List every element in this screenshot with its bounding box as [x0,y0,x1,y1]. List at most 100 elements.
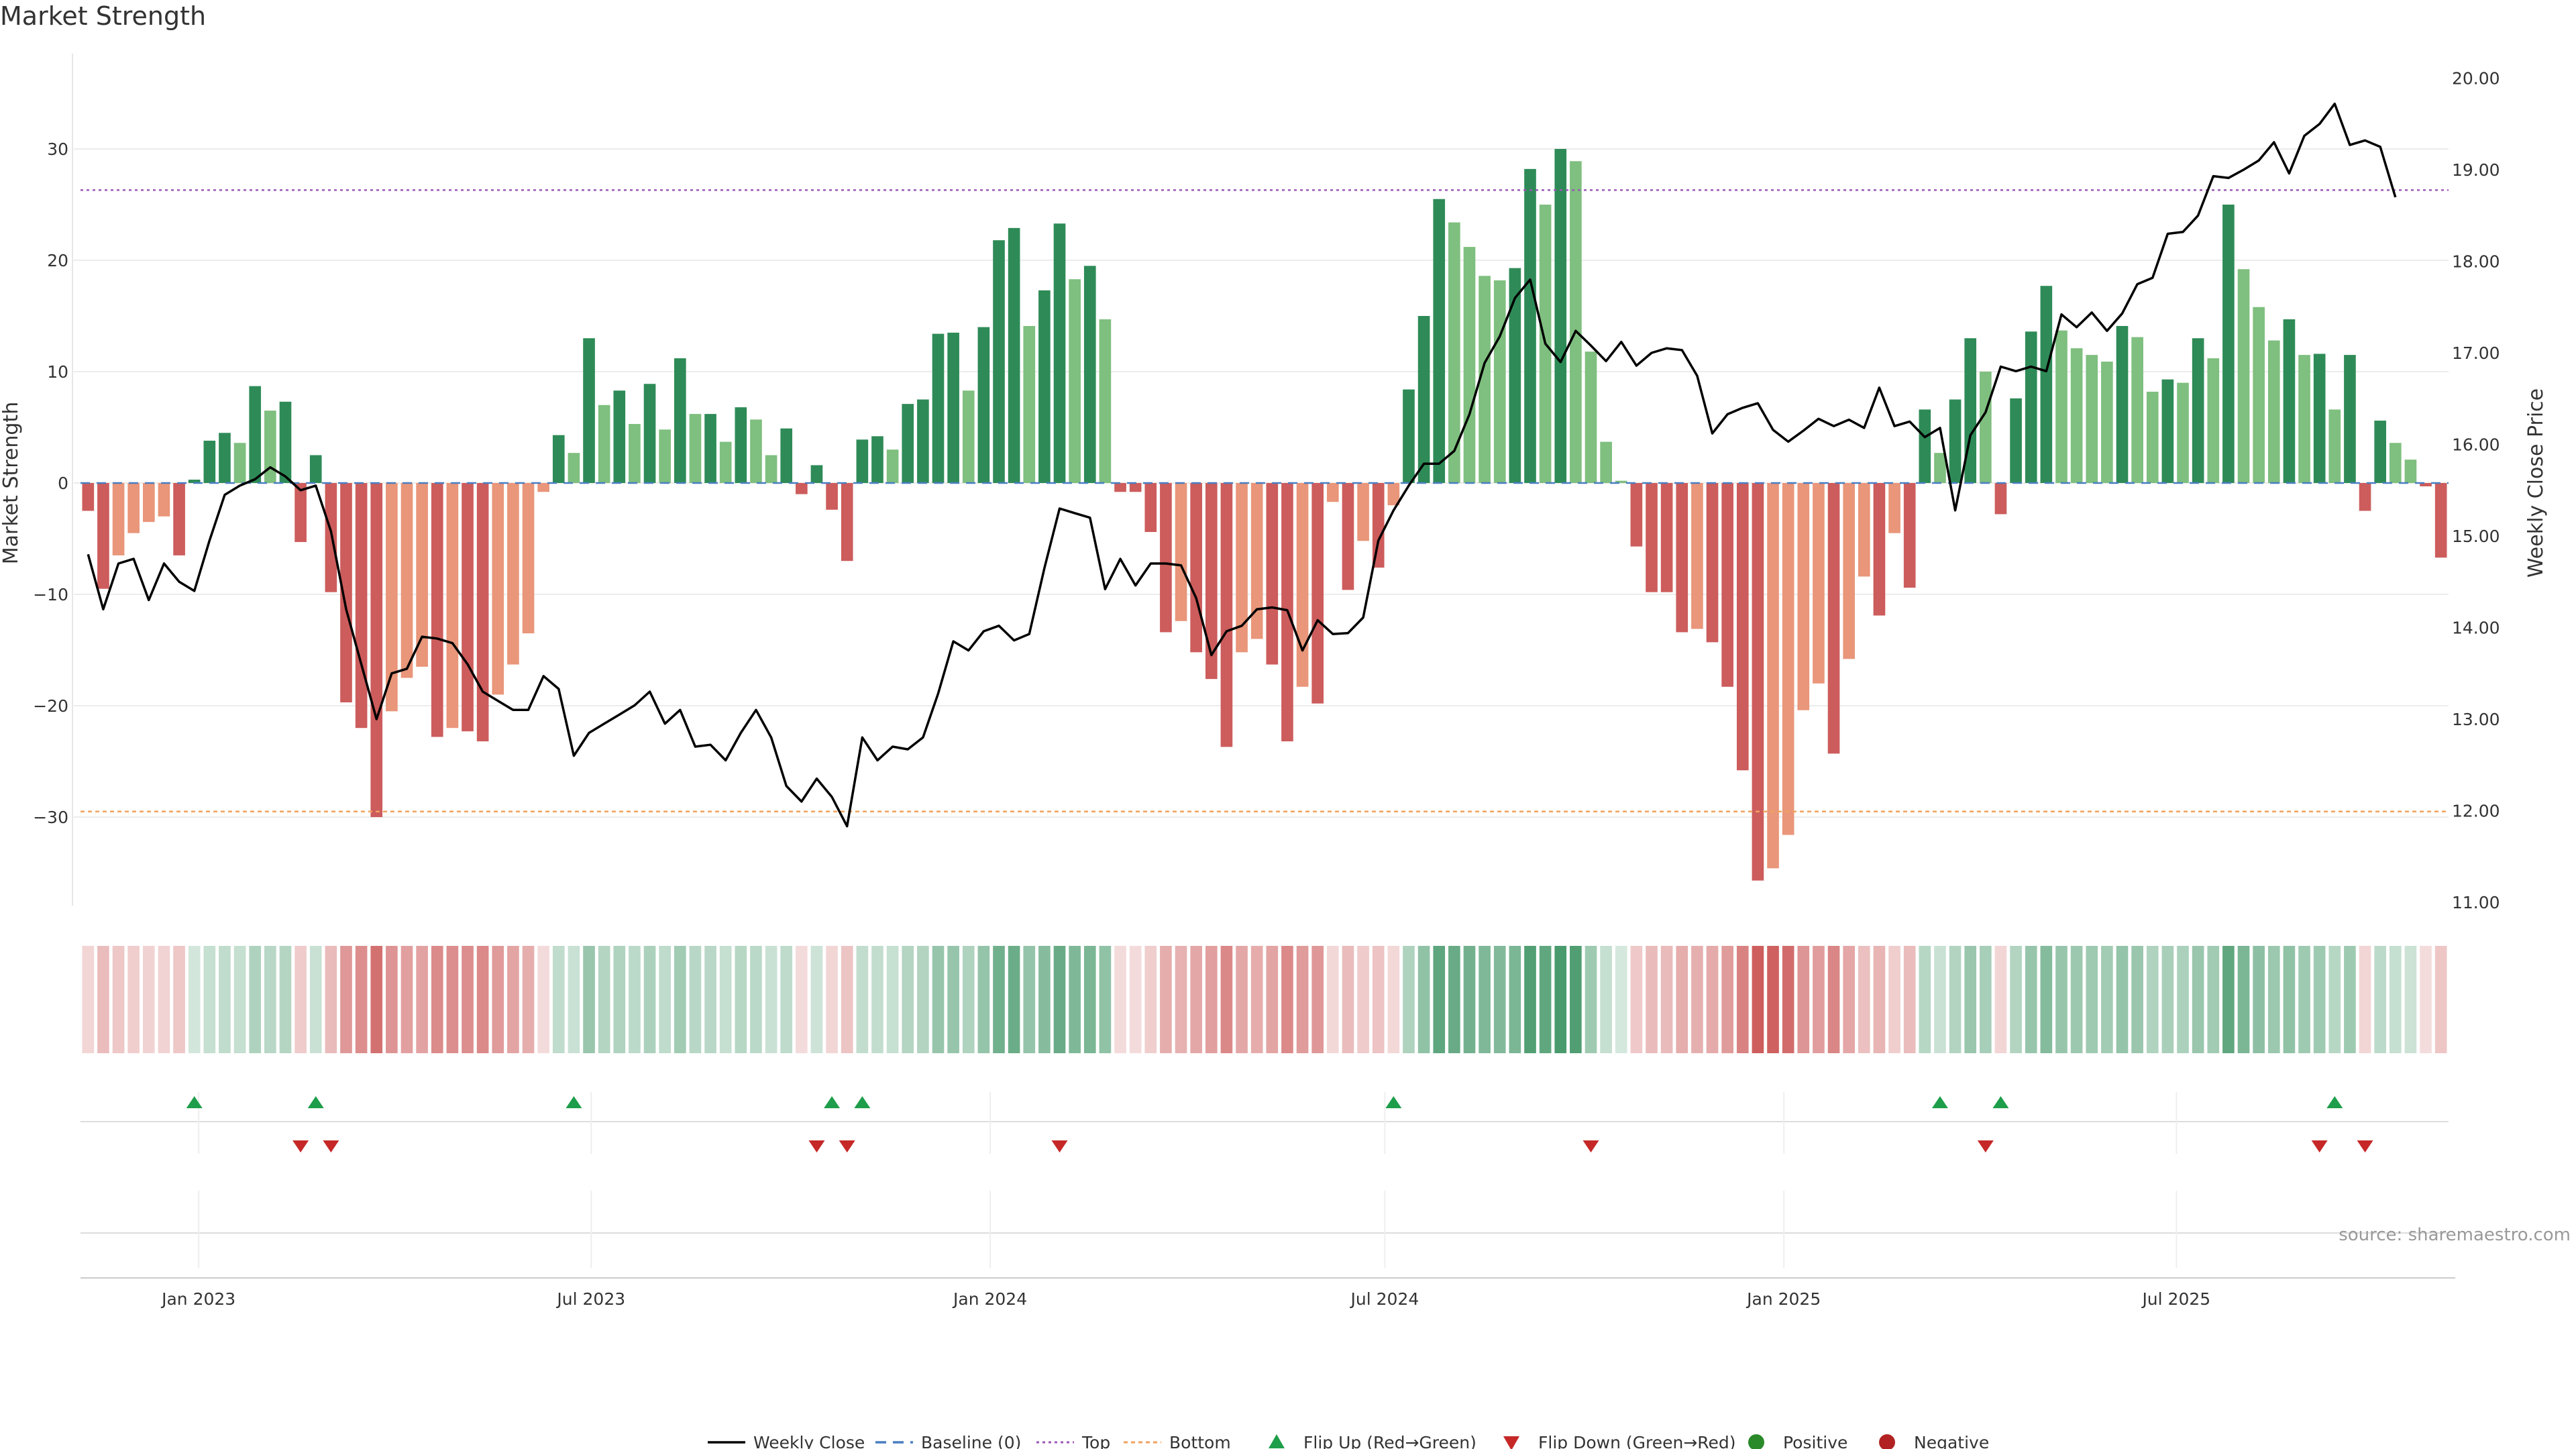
heat-cell [765,946,777,1053]
heat-cell [1144,946,1157,1053]
heat-cell [1190,946,1202,1053]
heat-cell [1949,946,1962,1053]
strength-bar [476,483,489,742]
strength-bar [2177,382,2189,483]
y2-tick-label: 16.00 [2452,435,2500,455]
heat-cell [2161,946,2174,1053]
heat-cell [143,946,155,1053]
strength-bar [203,440,216,483]
heat-cell [400,946,413,1053]
y-tick-label: 10 [47,362,68,382]
strength-bar [537,483,549,492]
strength-bar [1676,483,1688,633]
heat-cell [719,946,732,1053]
strength-bar [674,358,686,483]
heat-cell [309,946,322,1053]
strength-bar [1919,409,1931,483]
y2-tick-label: 18.00 [2452,252,2500,272]
strength-bar [1615,480,1627,483]
heat-cell [2344,946,2356,1053]
heat-cell [2328,946,2341,1053]
strength-bar [1767,483,1779,869]
strength-bar [932,333,945,483]
heat-cell [2404,946,2417,1053]
x-tick-label: Jan 2024 [952,1289,1027,1309]
heat-cell [568,946,580,1053]
heat-cell [2010,946,2022,1053]
strength-bars [82,149,2447,881]
strength-bar [1038,290,1051,483]
strength-bar [82,483,95,511]
heat-cell [810,946,823,1053]
heat-cell [2086,946,2098,1053]
heat-cell [750,946,762,1053]
strength-bar [1190,483,1202,653]
heat-cell [158,946,170,1053]
strength-bar [1342,483,1354,590]
heat-cell [446,946,459,1053]
strength-bar [1736,483,1749,771]
strength-bar [370,483,383,817]
strength-bar [1357,483,1369,541]
strength-bar [1706,483,1719,643]
heat-cell [1493,946,1506,1053]
heat-cell [1220,946,1233,1053]
heat-cell [1524,946,1536,1053]
strength-bar [552,435,565,483]
heat-strip [82,946,2447,1053]
strength-bar [1752,483,1764,881]
strength-bar [1069,279,1081,483]
heat-cell [219,946,231,1053]
heat-cell [886,946,899,1053]
strength-bar [583,338,595,483]
heat-cell [1570,946,1582,1053]
strength-bar [1387,483,1400,506]
heat-cell [203,946,216,1053]
heat-cell [1205,946,1218,1053]
heat-cell [1539,946,1552,1053]
heat-cell [249,946,262,1053]
strength-bar [2253,307,2265,483]
strength-bar [1266,483,1279,665]
heat-cell [2146,946,2159,1053]
heat-cell [659,946,672,1053]
flip-down-marker [323,1140,339,1152]
y-tick-label: −20 [33,696,68,716]
strength-bar [2237,269,2250,483]
x-tick-label: Jul 2024 [1350,1289,1419,1309]
price-line-layer [87,102,2397,828]
heat-cell [1038,946,1051,1053]
heat-cell [1752,946,1764,1053]
strength-bar [2313,354,2326,483]
heat-cell [2267,946,2280,1053]
strength-bar [462,483,474,732]
strength-bar [219,433,231,483]
y-tick-label: 20 [47,251,68,270]
y-tick-label: −10 [33,585,68,604]
heat-cell [476,946,489,1053]
strength-bar [127,483,140,533]
legend: Weekly Close Baseline (0) Top Bottom Flip Up… [708,1433,1989,1449]
strength-bar [1144,483,1157,533]
heat-cell [1236,946,1248,1053]
source-label: source: sharemaestro.com [2339,1225,2571,1245]
heat-cell [674,946,686,1053]
strength-bar [2420,483,2432,486]
strength-bar [507,483,519,665]
heat-cell [1114,946,1126,1053]
x-tick-label: Jan 2023 [160,1289,235,1309]
strength-bar [1114,483,1126,492]
strength-bar [2146,391,2159,483]
heat-cell [1964,946,1977,1053]
heat-cell [279,946,292,1053]
heat-cell [2253,946,2265,1053]
heat-cell [370,946,383,1053]
heat-cell [735,946,747,1053]
heat-cell [1372,946,1385,1053]
strength-bar [2389,443,2402,483]
heat-cell [1721,946,1733,1053]
heat-cell [386,946,398,1053]
heat-cell [841,946,853,1053]
legend-label: Flip Up (Red→Green) [1303,1433,1477,1449]
strength-bar [386,483,398,712]
